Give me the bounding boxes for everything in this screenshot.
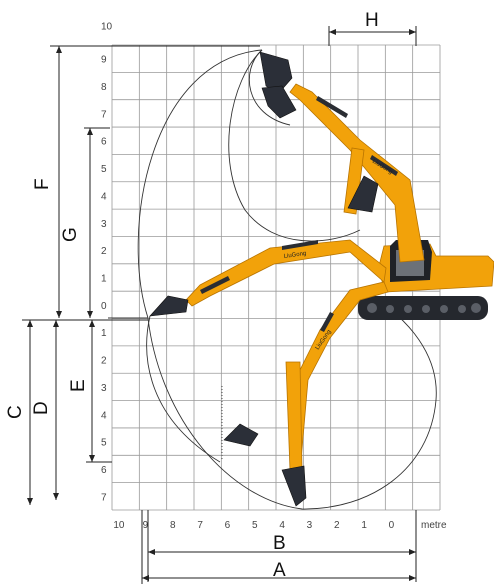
dim-E: E	[68, 379, 89, 392]
dim-F: F	[32, 178, 53, 190]
x-tick-label: 2	[334, 520, 340, 531]
working-envelope	[108, 49, 437, 510]
y-tick-label: 1	[101, 274, 107, 285]
bucket-bottom	[281, 465, 307, 507]
x-tick-label: 5	[252, 520, 258, 531]
x-unit-label: metre	[421, 520, 447, 531]
x-tick-label: 3	[307, 520, 313, 531]
track-rollers	[367, 303, 481, 313]
y-tick-label: 3	[101, 383, 107, 394]
y-tick-label: 6	[101, 465, 107, 476]
bucket-top	[259, 51, 293, 95]
bucket-low-mid	[223, 423, 259, 447]
brand-label-2: LiuGong	[283, 251, 306, 260]
x-tick-label: 1	[361, 520, 367, 531]
x-tick-label: 7	[197, 520, 203, 531]
x-tick-label: 10	[113, 520, 125, 531]
arm-low	[285, 361, 303, 471]
y-tick-label: 0	[101, 301, 107, 312]
y-tick-label: 5	[101, 438, 107, 449]
dim-A: A	[273, 560, 286, 581]
dim-D: D	[31, 401, 52, 415]
y-tick-label: 7	[101, 109, 107, 120]
x-tick-label: 4	[279, 520, 285, 531]
bucket-mid-top	[261, 85, 297, 119]
buckets	[149, 51, 379, 507]
y-tick-label: 4	[101, 410, 107, 421]
y-tick-label: 7	[101, 492, 107, 503]
y-tick-label: 9	[101, 55, 107, 66]
dim-G: G	[60, 227, 81, 242]
dim-C: C	[5, 405, 26, 419]
y-tick-label: 2	[101, 246, 107, 257]
excavator	[358, 240, 494, 320]
x-axis-ticks: 10 9 8 7 6 5 4 3 2 1 0	[113, 520, 394, 531]
x-tick-label: 8	[170, 520, 176, 531]
boom-positions: LiuGong LiuGong LiuGong	[185, 83, 425, 473]
dim-H: H	[365, 10, 379, 31]
dimension-lines: H F G C D E B	[5, 10, 417, 584]
y-tick-label: 2	[101, 356, 107, 367]
y-tick-label: 6	[101, 137, 107, 148]
y-tick-label: 5	[101, 164, 107, 175]
y-tick-label: 1	[101, 328, 107, 339]
y-tick-label: 10	[101, 21, 113, 32]
dim-B: B	[273, 533, 286, 554]
x-tick-label: 9	[143, 520, 149, 531]
bucket-arm-high	[347, 175, 379, 213]
x-tick-label: 6	[225, 520, 231, 531]
y-tick-label: 4	[101, 191, 107, 202]
y-tick-label: 3	[101, 219, 107, 230]
x-tick-label: 0	[389, 520, 395, 531]
arm-high	[343, 147, 365, 215]
y-tick-label: 8	[101, 82, 107, 93]
bucket-left	[149, 295, 189, 317]
